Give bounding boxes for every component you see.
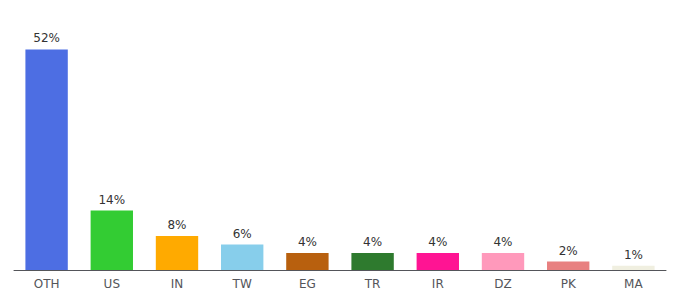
svg-text:US: US — [104, 277, 120, 291]
svg-text:4%: 4% — [493, 235, 512, 249]
svg-text:2%: 2% — [559, 244, 578, 258]
svg-text:1%: 1% — [624, 248, 643, 262]
svg-text:14%: 14% — [98, 193, 125, 207]
svg-text:OTH: OTH — [34, 277, 60, 291]
svg-text:52%: 52% — [33, 31, 60, 45]
svg-text:4%: 4% — [428, 235, 447, 249]
svg-text:8%: 8% — [167, 218, 186, 232]
svg-text:IR: IR — [432, 277, 444, 291]
svg-text:TR: TR — [364, 277, 381, 291]
svg-text:PK: PK — [561, 277, 577, 291]
svg-text:TW: TW — [232, 277, 252, 291]
svg-text:MA: MA — [624, 277, 643, 291]
svg-text:4%: 4% — [298, 235, 317, 249]
svg-text:EG: EG — [299, 277, 316, 291]
svg-text:IN: IN — [171, 277, 184, 291]
svg-text:DZ: DZ — [494, 277, 511, 291]
svg-text:6%: 6% — [233, 227, 252, 241]
svg-text:4%: 4% — [363, 235, 382, 249]
